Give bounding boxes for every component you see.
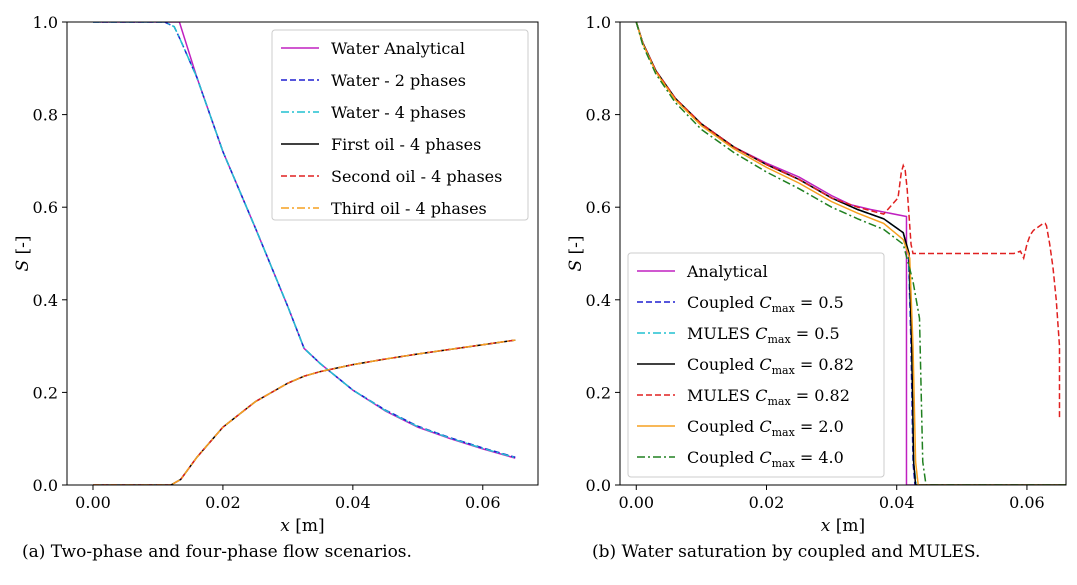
legend-label: Coupled Cmax = 0.5: [687, 293, 844, 315]
y-tick-label: 1.0: [586, 13, 611, 32]
series-line: [92, 339, 516, 485]
legend-label: Water - 2 phases: [331, 71, 466, 90]
y-tick-label: 0.4: [586, 291, 611, 310]
x-tick-label: 0.04: [879, 493, 915, 512]
x-tick-label: 0.04: [335, 493, 371, 512]
y-tick-label: 0.2: [586, 383, 611, 402]
plot-area: [635, 22, 1066, 485]
y-tick-label: 0.8: [33, 106, 58, 125]
legend-label: Water Analytical: [331, 39, 465, 58]
y-tick-label: 1.0: [33, 13, 58, 32]
series-line: [635, 22, 1066, 485]
legend-label: Analytical: [686, 262, 768, 281]
caption-a: (a) Two-phase and four-phase flow scenar…: [22, 542, 412, 562]
x-tick-label: 0.00: [618, 493, 654, 512]
y-tick-label: 0.2: [33, 383, 58, 402]
legend-box: [271, 29, 529, 221]
legend-label: Coupled Cmax = 0.82: [687, 355, 854, 377]
axes-frame: [619, 21, 1067, 486]
series-line: [635, 22, 1061, 421]
legend-label: Second oil - 4 phases: [331, 167, 502, 186]
y-tick-label: 0.0: [33, 476, 58, 495]
legend-label: Coupled Cmax = 2.0: [687, 417, 844, 439]
plot-area: [92, 22, 516, 485]
series-line: [92, 22, 516, 459]
y-tick-label: 0.0: [586, 476, 611, 495]
legend: Analytical Coupled Cmax = 0.5 MULES Cmax =…: [627, 252, 885, 478]
legend-label: Third oil - 4 phases: [331, 199, 487, 218]
x-tick-label: 0.02: [749, 493, 785, 512]
series-line: [635, 22, 1066, 485]
legend-label: MULES Cmax = 0.82: [687, 386, 850, 408]
y-axis-label: S [-]: [13, 235, 33, 271]
x-tick-label: 0.06: [1009, 493, 1045, 512]
chart-panel-a: 0.00 0.02 0.04 0.06 0.0 0.2 0.4 0.6 0.8 1.0 x [m] S…: [13, 13, 539, 536]
legend-label: First oil - 4 phases: [331, 135, 481, 154]
x-tick-label: 0.06: [465, 493, 501, 512]
y-tick-label: 0.6: [586, 198, 611, 217]
legend-label: Water - 4 phases: [331, 103, 466, 122]
axes-frame: [66, 21, 539, 486]
y-tick-label: 0.8: [586, 106, 611, 125]
series-line: [92, 339, 516, 485]
legend: Water Analytical Water - 2 phases Water - …: [271, 29, 529, 221]
y-axis-label: S [-]: [566, 235, 586, 271]
legend-label: MULES Cmax = 0.5: [687, 324, 840, 346]
x-tick-label: 0.02: [205, 493, 241, 512]
x-axis-label: x [m]: [280, 516, 324, 536]
x-tick-label: 0.00: [75, 493, 111, 512]
x-axis-label: x [m]: [821, 516, 865, 536]
y-tick-label: 0.6: [33, 198, 58, 217]
series-line: [92, 339, 516, 485]
legend-box: [627, 252, 885, 478]
legend-label: Coupled Cmax = 4.0: [687, 448, 844, 470]
y-tick-label: 0.4: [33, 291, 58, 310]
chart-panel-b: 0.00 0.02 0.04 0.06 0.0 0.2 0.4 0.6 0.8 1.0 x [m] S…: [566, 13, 1067, 536]
caption-b: (b) Water saturation by coupled and MULE…: [592, 542, 981, 562]
